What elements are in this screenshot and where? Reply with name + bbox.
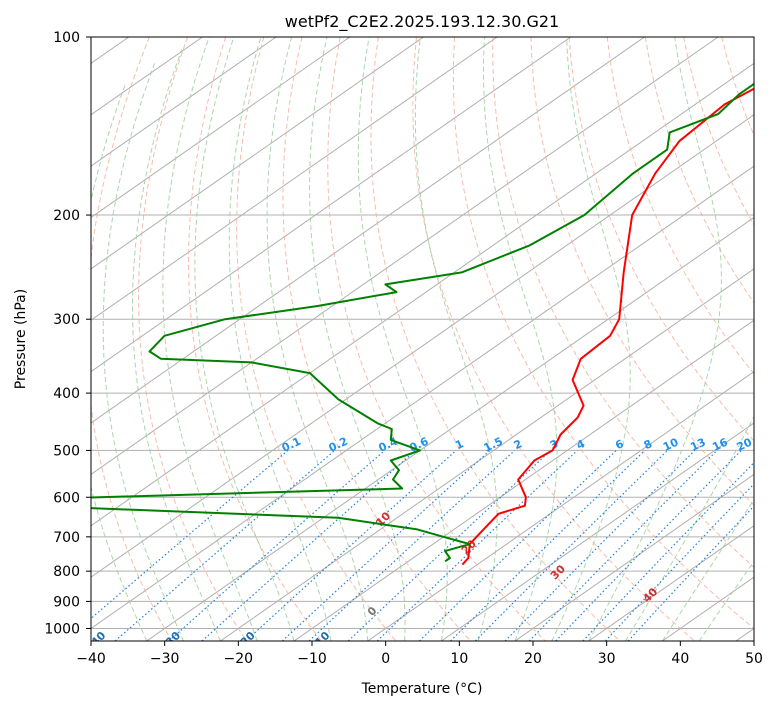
mixing-ratio-lines xyxy=(91,449,754,641)
mixing-ratio-line xyxy=(604,483,754,641)
mixing-ratio-line xyxy=(308,449,516,641)
pressure-gridlines xyxy=(91,37,754,629)
temperature-profile-line xyxy=(461,87,754,566)
dry-adiabat-line xyxy=(236,37,397,641)
moist-adiabat-line xyxy=(482,37,558,641)
dry-adiabat-line xyxy=(492,37,754,568)
dry-adiabat-line xyxy=(644,37,754,304)
dry-adiabat-line xyxy=(188,37,322,641)
moist-adiabat-line xyxy=(194,37,295,641)
isotherm-line xyxy=(220,268,754,641)
dry-adiabat-line xyxy=(327,37,547,641)
x-axis-label: Temperature (°C) xyxy=(361,681,483,697)
y-tick-label: 800 xyxy=(53,564,80,580)
x-tick-label: −30 xyxy=(150,651,180,667)
isotherm-line xyxy=(91,37,719,475)
isotherm-line xyxy=(91,37,498,321)
mixing-ratio-line xyxy=(114,449,336,641)
moist-adiabat-line xyxy=(132,49,221,641)
x-tick-label: 20 xyxy=(524,651,542,667)
y-tick-label: 1000 xyxy=(44,621,80,637)
mixing-ratio-line xyxy=(347,449,552,641)
x-tick-label: −20 xyxy=(224,651,254,667)
mixing-ratio-line xyxy=(504,449,696,641)
isotherm-line xyxy=(146,216,754,641)
dry-adiabat-lines xyxy=(91,37,754,641)
y-tick-label: 500 xyxy=(53,443,80,459)
x-tick-label: 30 xyxy=(598,651,616,667)
moist-adiabat-line xyxy=(266,37,369,641)
isotherm-line xyxy=(441,422,754,641)
dry-adiabat-line xyxy=(282,37,472,641)
moist-adiabat-line xyxy=(625,415,754,641)
moist-adiabat-line xyxy=(414,37,498,641)
dewpoint-profile-line xyxy=(91,82,754,563)
isotherm-line xyxy=(91,37,645,424)
isotherm-line xyxy=(514,473,754,641)
y-tick-label: 900 xyxy=(53,594,80,610)
x-tick-label: 0 xyxy=(381,651,390,667)
isotherm-line xyxy=(367,370,754,641)
isotherm-line xyxy=(91,37,351,219)
mixing-ratio-line xyxy=(474,449,669,641)
x-tick-label: 40 xyxy=(671,651,689,667)
mixing-ratio-line xyxy=(376,449,578,641)
isotherm-line xyxy=(91,62,754,527)
plot-frame xyxy=(90,36,755,642)
mixing-ratio-line xyxy=(555,449,742,641)
moist-adiabat-line xyxy=(308,37,406,641)
y-tick-label: 300 xyxy=(53,312,80,328)
plot-area: 0.10.20.40.611.52346810131620253036-100-… xyxy=(91,37,755,641)
moist-adiabat-line xyxy=(228,37,332,641)
dry-adiabat-line xyxy=(412,37,696,641)
moist-adiabat-line xyxy=(661,498,754,641)
y-axis-label: Pressure (hPa) xyxy=(13,289,29,389)
isotherm-line xyxy=(588,525,754,641)
moist-adiabat-lines xyxy=(91,37,754,641)
isotherm-line xyxy=(91,37,572,373)
isotherm-line xyxy=(91,114,754,578)
x-tick-label: −10 xyxy=(297,651,327,667)
y-tick-label: 400 xyxy=(53,386,80,402)
moist-adiabat-line xyxy=(91,83,148,641)
y-tick-label: 700 xyxy=(53,530,80,546)
dry-adiabat-line xyxy=(370,37,621,641)
mixing-ratio-line xyxy=(528,449,718,641)
chart-title: wetPf2_C2E2.2025.193.12.30.G21 xyxy=(285,12,559,32)
y-tick-label: 100 xyxy=(53,30,80,46)
x-tick-label: 10 xyxy=(450,651,468,667)
y-tick-label: 600 xyxy=(53,490,80,506)
mixing-ratio-line xyxy=(450,449,646,641)
mixing-ratio-line xyxy=(582,461,754,641)
isotherm-lines xyxy=(91,37,754,641)
moist-adiabat-line xyxy=(102,61,184,641)
mixing-ratio-line xyxy=(91,449,289,620)
x-tick-label: 50 xyxy=(745,651,763,667)
mixing-ratio-line xyxy=(201,449,416,641)
moist-adiabat-line xyxy=(357,37,448,641)
dry-adiabat-line xyxy=(568,37,754,442)
moist-adiabat-line xyxy=(162,37,258,641)
mixing-ratio-label: 13 xyxy=(688,436,707,454)
dry-adiabat-line xyxy=(138,37,248,641)
axes: −40 −30 −20 −10 0 10 20 30 40 50 100 200 300 400 500 60… xyxy=(44,30,763,667)
isotherm-line xyxy=(91,37,277,167)
isotherm-line xyxy=(91,37,424,270)
y-tick-label: 200 xyxy=(53,208,80,224)
x-tick-label: −40 xyxy=(76,651,106,667)
moist-adiabat-line xyxy=(698,560,754,641)
mixing-ratio-label: 20 xyxy=(735,435,755,453)
mixing-ratio-label: 10 xyxy=(661,435,681,453)
moist-adiabat-line xyxy=(588,37,722,641)
mixing-ratio-label: 16 xyxy=(710,435,730,453)
sounding-series xyxy=(91,82,754,566)
